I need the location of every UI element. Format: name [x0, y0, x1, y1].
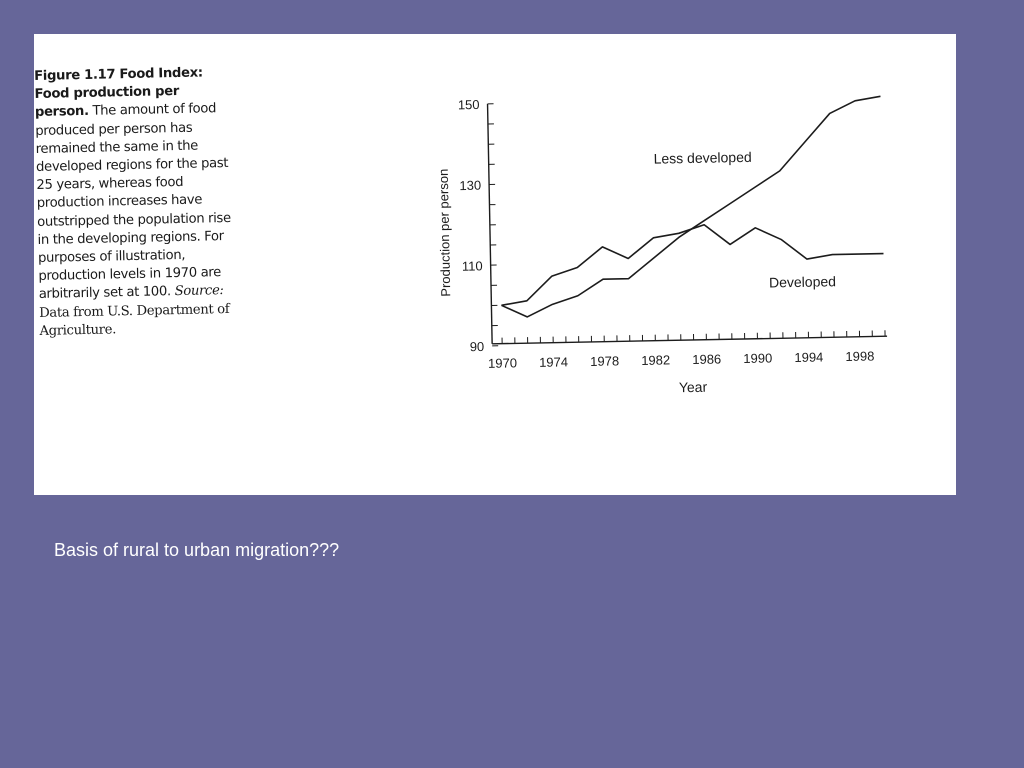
y-tick-label: 90 [470, 339, 485, 354]
x-tick-label: 1998 [845, 348, 874, 364]
x-tick-label: 1978 [590, 353, 619, 369]
y-axis-label: Production per person [436, 169, 453, 297]
x-tick-label: 1982 [641, 352, 670, 368]
x-tick-label: 1986 [692, 351, 721, 367]
x-tick-label: 1990 [743, 350, 772, 366]
x-tick-label: 1974 [539, 354, 568, 370]
series-line-developed [501, 223, 884, 307]
y-tick-label: 150 [458, 97, 480, 112]
y-axis-line [486, 103, 493, 344]
series-label-less-developed: Less developed [653, 149, 751, 167]
figure-panel [34, 34, 956, 495]
y-tick-label: 130 [459, 178, 481, 193]
y-tick-label: 110 [462, 258, 483, 273]
x-tick-label: 1994 [794, 349, 823, 365]
series-label-developed: Developed [769, 273, 836, 290]
x-tick-label: 1970 [488, 355, 517, 371]
x-axis-label: Year [679, 379, 708, 396]
x-axis-line [492, 335, 888, 345]
slide-note: Basis of rural to urban migration??? [54, 540, 340, 560]
